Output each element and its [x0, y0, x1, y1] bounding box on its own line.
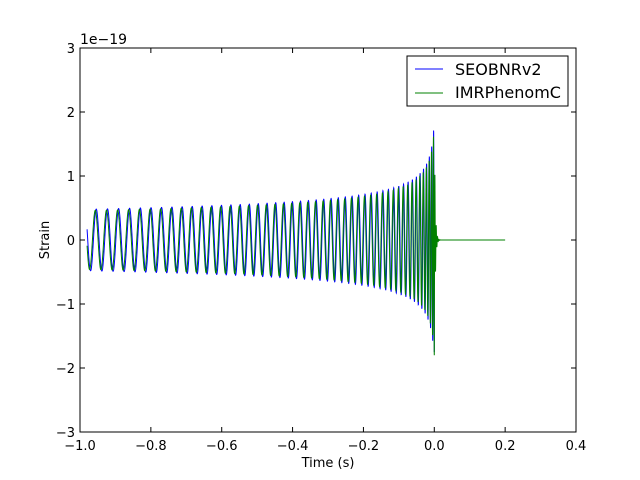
legend: SEOBNRv2 IMRPhenomC — [406, 55, 569, 107]
offset-label: 1e−19 — [80, 32, 127, 48]
y-tick-label: 2 — [67, 106, 75, 121]
ticks-layer: −1.0 −0.8 −0.6 −0.4 −0.2 0.0 0.2 0.4 −3 −2 −1 0 1 2 3 — [56, 42, 587, 454]
y-tick-label: 1 — [67, 170, 75, 185]
x-tick-label: −0.2 — [348, 439, 380, 454]
y-axis-label: Strain — [38, 221, 53, 260]
x-tick-label: −0.8 — [135, 439, 167, 454]
x-tick-label: 0.2 — [495, 439, 516, 454]
series-layer — [86, 130, 506, 356]
y-tick-label: −1 — [56, 298, 75, 313]
x-tick-label: −0.4 — [277, 439, 309, 454]
x-tick-label: 0.4 — [566, 439, 587, 454]
series-line-imrphenomc — [86, 136, 506, 356]
x-tick-label: −0.6 — [206, 439, 238, 454]
y-tick-label: −2 — [56, 362, 75, 377]
legend-label-seobnrv2: SEOBNRv2 — [455, 60, 542, 79]
x-tick-label: −1.0 — [64, 439, 96, 454]
y-tick-label: 0 — [67, 234, 75, 249]
x-axis-label: Time (s) — [301, 456, 355, 471]
x-tick-label: 0.0 — [424, 439, 445, 454]
legend-label-imrphenomc: IMRPhenomC — [455, 83, 561, 102]
y-tick-label: −3 — [56, 426, 75, 441]
y-tick-label: 3 — [67, 42, 75, 57]
legend-box — [406, 55, 569, 107]
